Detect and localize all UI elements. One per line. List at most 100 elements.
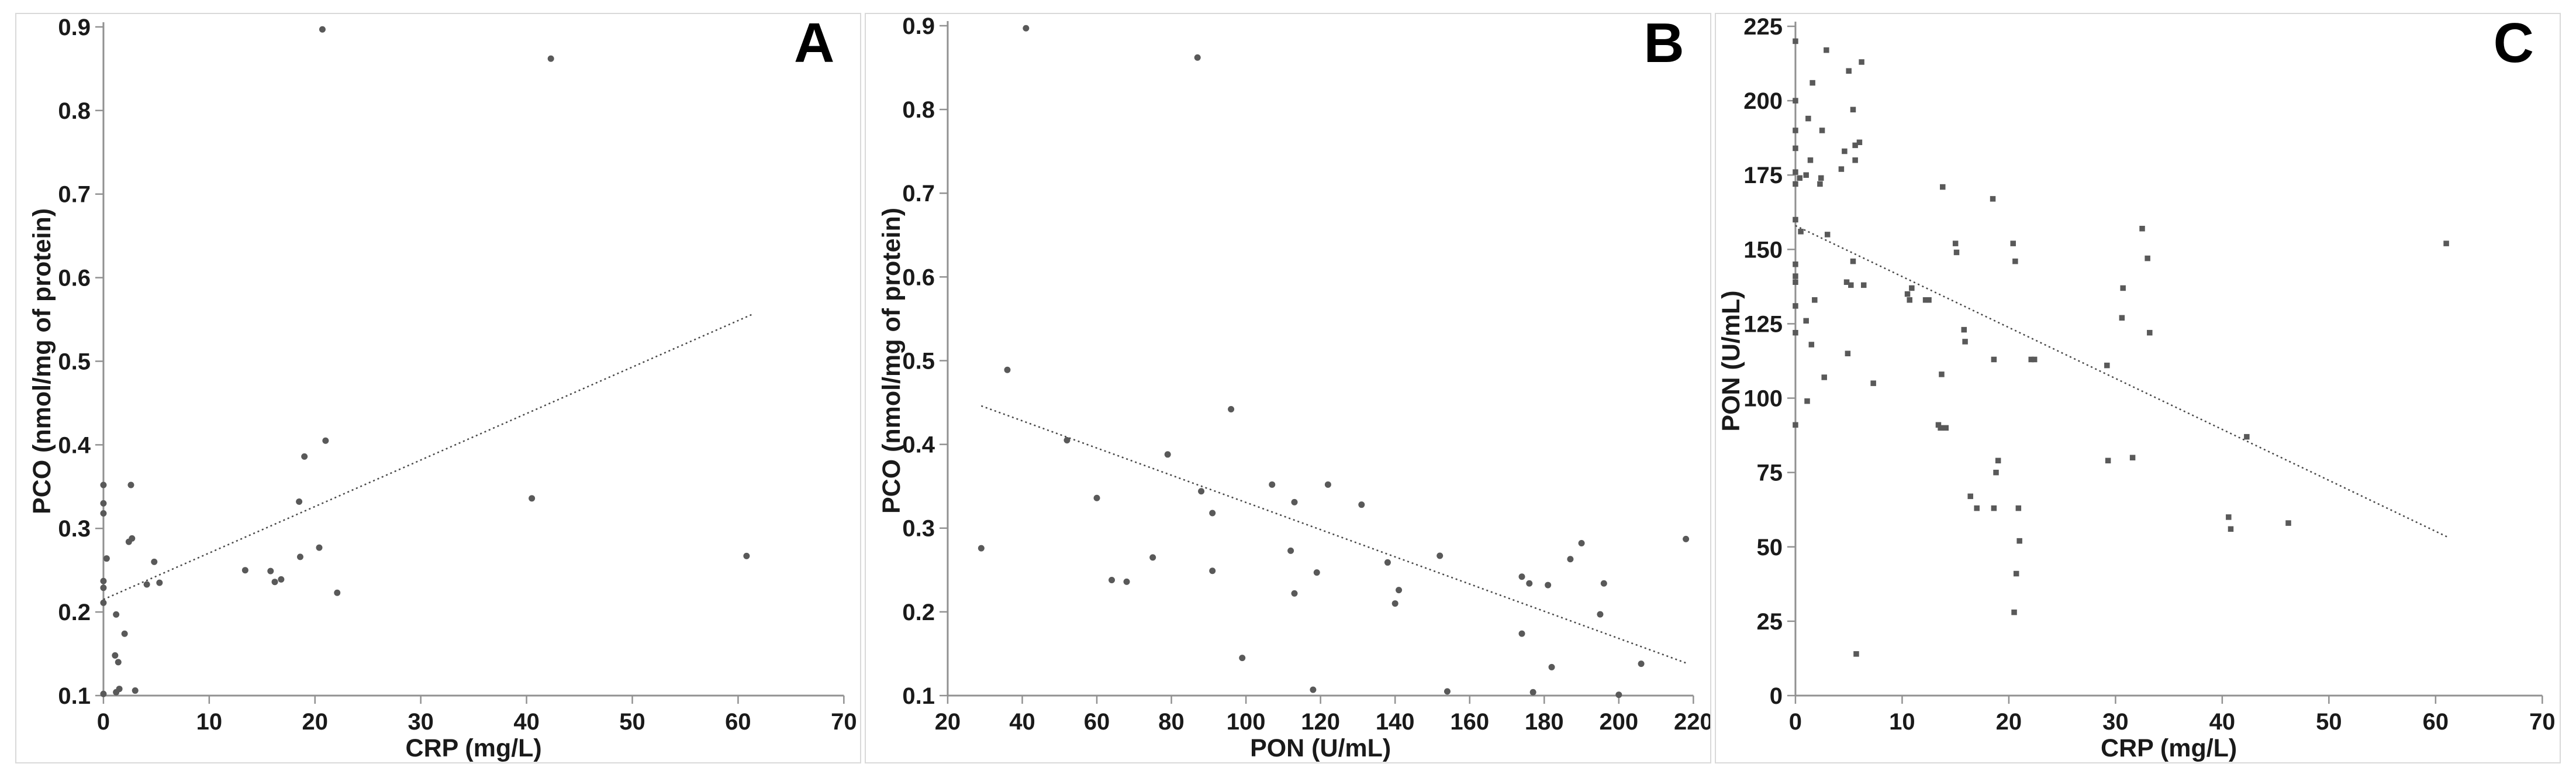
y-tick-label: 25: [1756, 609, 1782, 635]
data-point: [1850, 106, 1856, 113]
data-point: [1792, 303, 1798, 309]
y-tick-label: 75: [1756, 460, 1782, 486]
panel-a: 0 10 20 30 40 50 60 70 0.1 0.2 0.3 0.4 0.5 0.6 0.7 0.8 0…: [15, 12, 862, 763]
data-point: [1818, 175, 1824, 181]
data-point: [1990, 196, 1995, 202]
x-tick-label: 20: [1995, 709, 2021, 735]
y-tick-label: 0.9: [903, 14, 935, 39]
trend-line: [981, 405, 1687, 664]
data-point: [2146, 329, 2153, 336]
data-point: [1922, 297, 1928, 303]
data-point: [1601, 580, 1608, 587]
data-point: [1792, 128, 1798, 133]
y-tick-label: 50: [1756, 535, 1782, 560]
data-point: [1597, 611, 1604, 618]
data-point: [1961, 326, 1967, 333]
data-point: [1823, 47, 1829, 53]
y-tick-label: 0.8: [903, 97, 935, 123]
data-point: [1805, 115, 1811, 122]
data-point: [1109, 576, 1116, 583]
y-tick-label: 100: [1743, 386, 1783, 412]
data-point: [2105, 457, 2111, 464]
data-point: [2010, 240, 2016, 246]
panel-label-a: A: [794, 12, 835, 74]
data-point: [1023, 25, 1030, 32]
x-axis-title: PON (U/mL): [1250, 734, 1391, 762]
data-point: [2285, 520, 2291, 526]
data-point: [1967, 493, 1973, 500]
x-tick-label: 20: [302, 709, 328, 735]
data-point: [1974, 505, 1980, 511]
panel-c: 0 10 20 30 40 50 60 70 0 25 50 75 100 125 150 175 200 225…: [1714, 12, 2561, 763]
scatter-plot-pco-vs-pon: 20 40 60 80 100 120 140 160 180 200 220 0.1 0.2 0.3 0.…: [878, 14, 1710, 762]
data-point: [2145, 255, 2150, 262]
data-point: [267, 567, 274, 574]
x-tick-label: 60: [1084, 709, 1110, 735]
data-point: [2139, 225, 2145, 232]
data-point: [113, 611, 120, 618]
data-point: [2228, 526, 2233, 532]
data-point: [2129, 455, 2135, 460]
y-tick-label: 0.3: [58, 516, 91, 542]
data-point: [1962, 339, 1968, 345]
scatter-plot-pon-vs-crp: 0 10 20 30 40 50 60 70 0 25 50 75 100 125 150 175 200 225…: [1717, 14, 2556, 762]
y-tick-label: 0: [1769, 683, 1782, 709]
data-point: [1518, 630, 1525, 637]
data-point: [1228, 406, 1235, 413]
data-point: [1325, 481, 1332, 488]
data-point: [1943, 425, 1949, 431]
data-point: [2013, 570, 2019, 577]
data-point: [2104, 362, 2110, 369]
data-point: [1817, 181, 1823, 187]
data-point: [2031, 356, 2038, 363]
data-point: [1991, 505, 1997, 511]
data-point: [127, 481, 134, 488]
data-point: [2012, 258, 2018, 264]
y-tick-label: 0.5: [58, 349, 91, 374]
data-point: [1792, 145, 1798, 152]
data-point: [316, 544, 323, 551]
x-tick-label: 160: [1451, 709, 1490, 735]
data-point: [1797, 229, 1804, 235]
y-tick-label: 0.8: [58, 98, 91, 124]
data-point: [1529, 689, 1536, 696]
x-tick-label: 50: [619, 709, 645, 735]
y-tick-label: 0.6: [58, 266, 91, 291]
data-point: [112, 652, 119, 659]
y-tick-label: 0.6: [903, 264, 935, 290]
data-point: [1063, 436, 1071, 443]
y-axis-title: PCO (nmol/mg of protein): [28, 208, 56, 514]
x-tick-label: 10: [1889, 709, 1915, 735]
data-point: [1526, 580, 1533, 587]
data-point: [100, 500, 107, 507]
data-point: [1209, 567, 1216, 574]
data-point: [743, 552, 750, 559]
data-point: [1615, 691, 1622, 699]
data-point: [2243, 433, 2250, 440]
data-point: [1811, 297, 1818, 303]
panel-label-c: C: [2493, 12, 2534, 74]
data-point: [1792, 329, 1798, 336]
data-point: [1907, 297, 1912, 303]
data-point: [1808, 342, 1814, 348]
data-point: [1993, 469, 1999, 476]
data-point: [1392, 600, 1399, 607]
x-tick-label: 120: [1301, 709, 1341, 735]
data-point: [1638, 660, 1645, 668]
y-axis-title: PON (U/mL): [1717, 290, 1745, 431]
y-tick-label: 225: [1743, 14, 1783, 40]
data-point: [2225, 514, 2232, 520]
data-point: [100, 510, 107, 517]
x-tick-label: 60: [725, 709, 751, 735]
data-point: [1821, 374, 1827, 380]
data-point: [132, 687, 139, 694]
data-point: [1792, 216, 1798, 223]
trend-line: [103, 312, 755, 600]
data-point: [241, 567, 248, 574]
data-point: [1396, 587, 1403, 594]
data-point: [271, 579, 278, 586]
data-point: [1291, 590, 1298, 597]
data-point: [1310, 686, 1317, 693]
y-tick-label: 0.2: [903, 600, 935, 625]
